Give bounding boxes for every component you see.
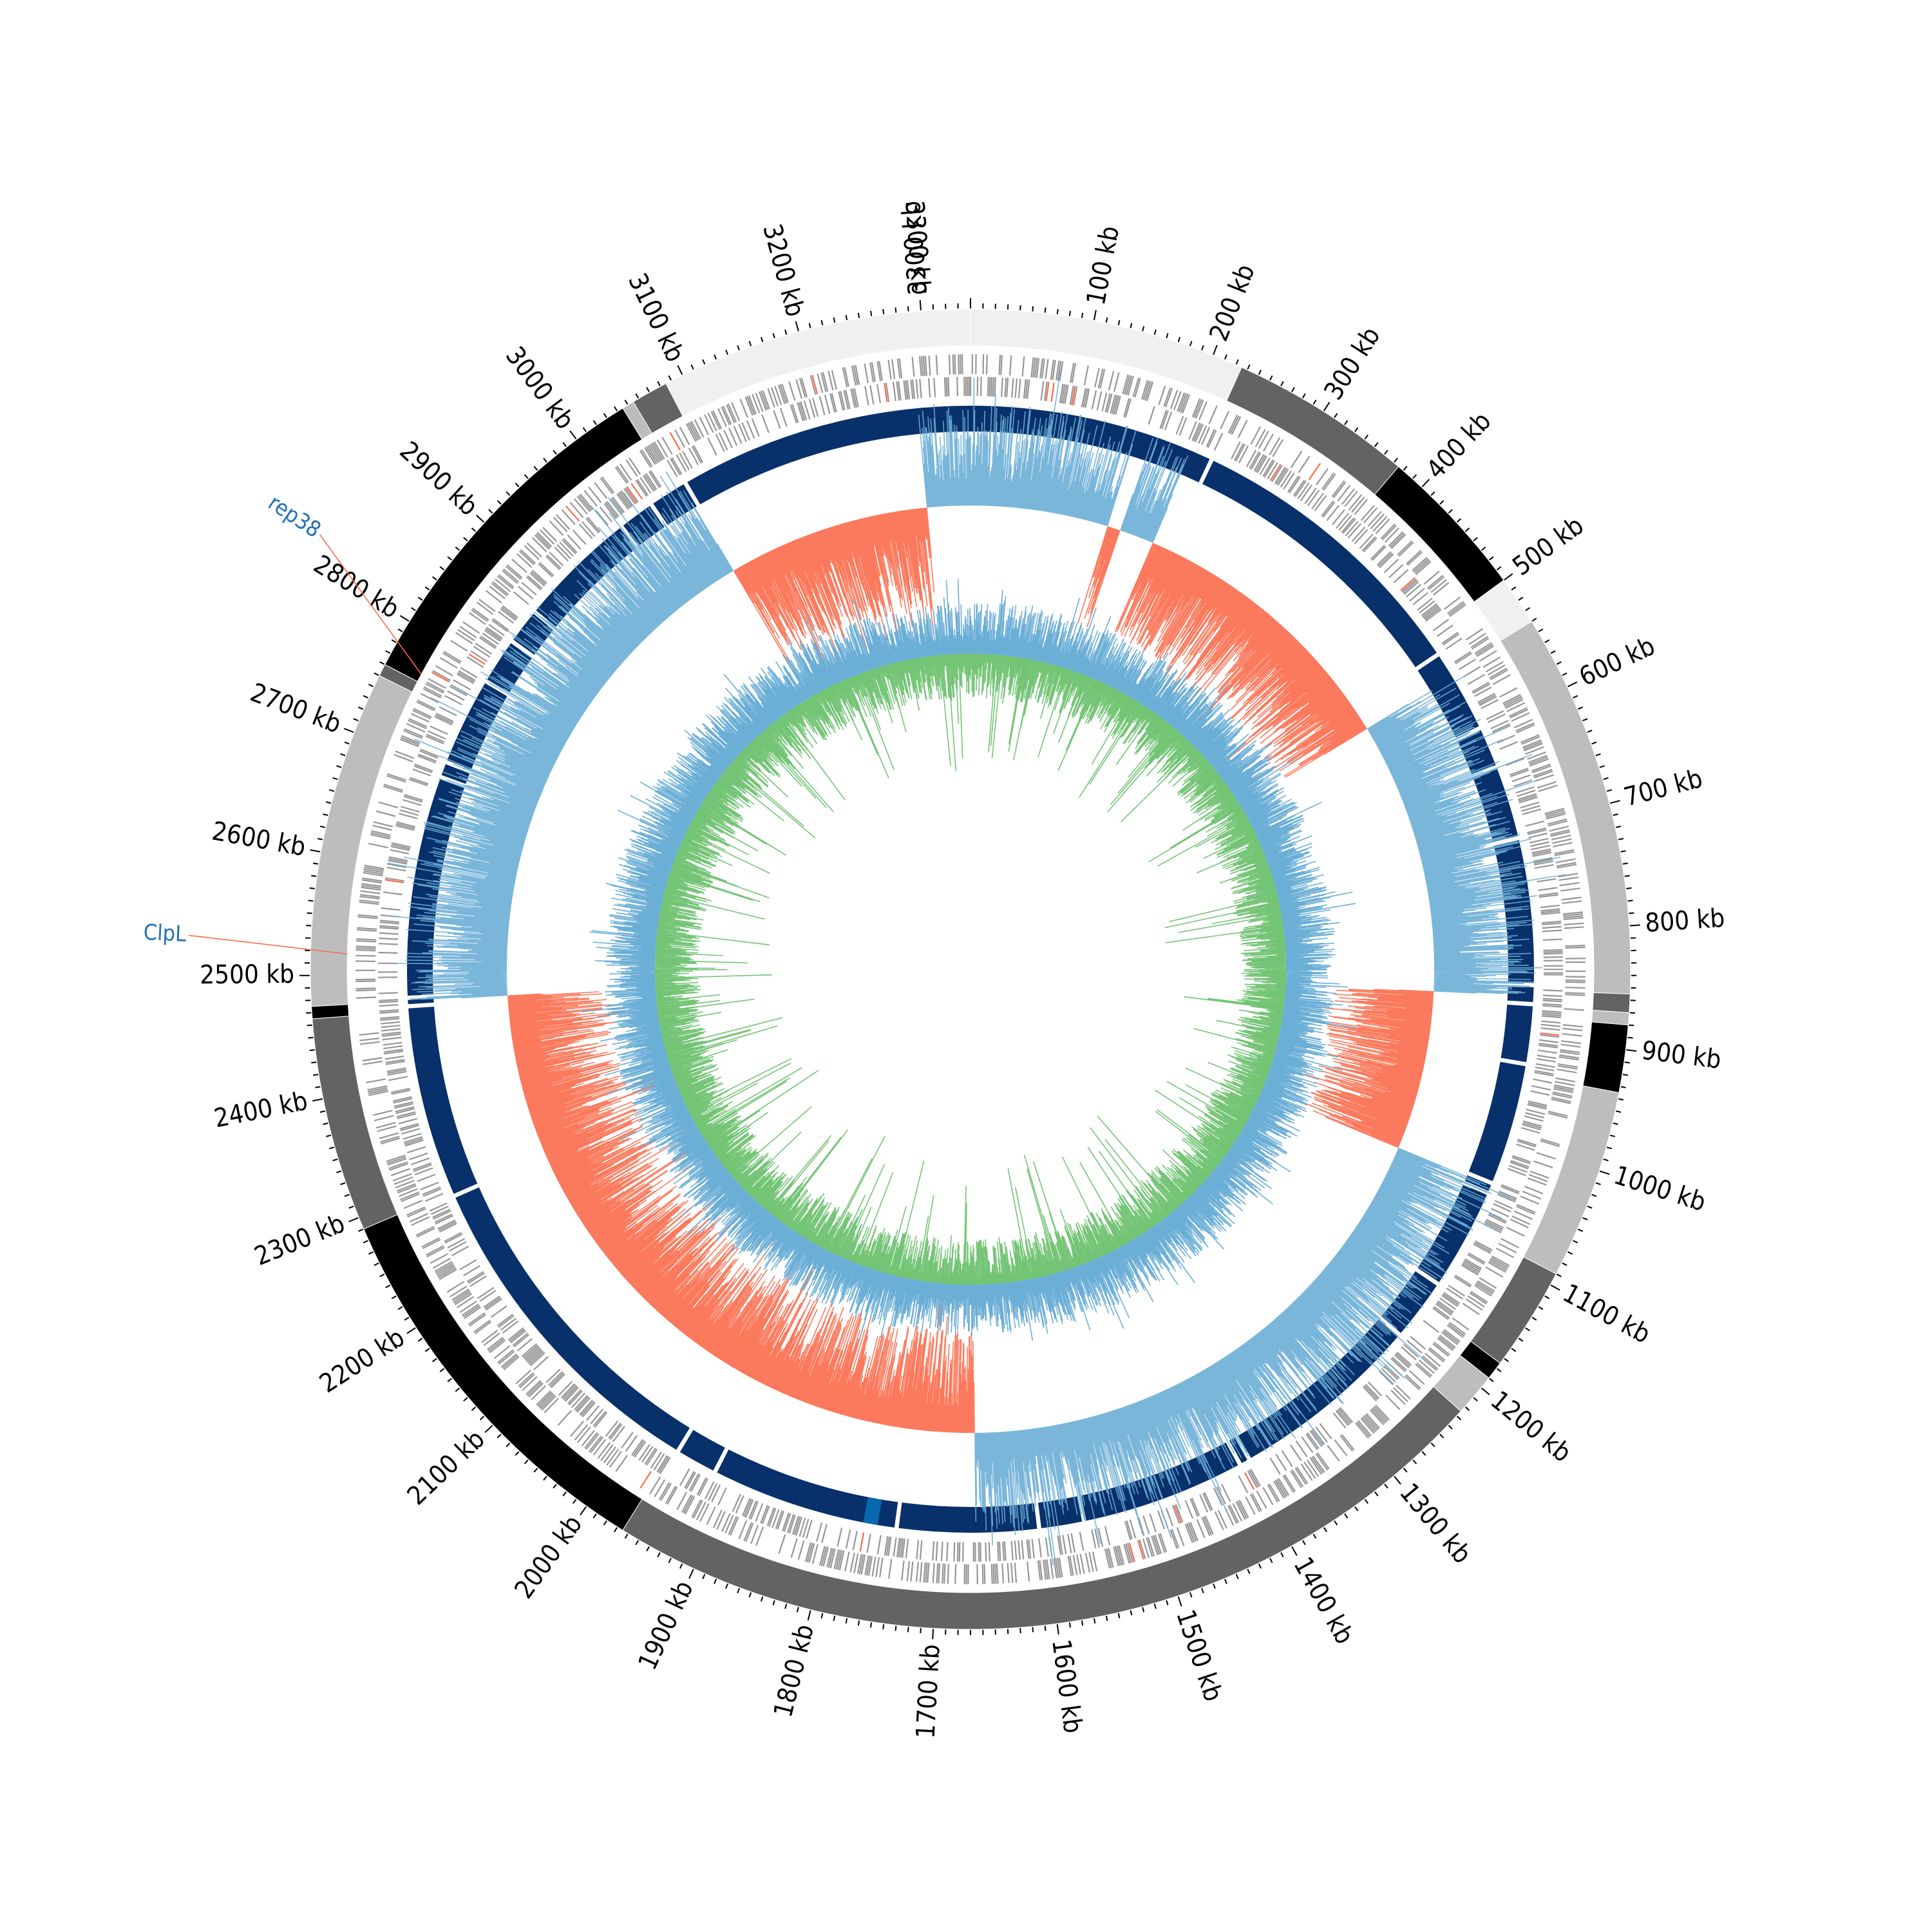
blast-hit-block	[717, 1449, 898, 1528]
tick-label: 1200 kb	[1485, 1385, 1577, 1468]
gene-marks	[355, 354, 1586, 1585]
contig-segment	[1582, 1021, 1629, 1094]
tick-label: 100 kb	[1081, 223, 1125, 307]
tick-label: 3000 kb	[500, 341, 580, 435]
contig-segment	[1523, 1085, 1620, 1274]
blast-hit-block	[1501, 1004, 1533, 1063]
tick-label: 700 kb	[1621, 764, 1705, 813]
contig-segment	[970, 308, 1242, 402]
tick-label: 300 kb	[1318, 322, 1386, 405]
callout-leader-line	[189, 934, 348, 955]
contig-segment	[632, 383, 683, 434]
tick-label: 600 kb	[1575, 631, 1660, 692]
tick-label: 1400 kb	[1287, 1552, 1359, 1649]
tick-label: 2800 kb	[308, 549, 404, 624]
tick-label: 1600 kb	[1046, 1638, 1088, 1735]
blast-hit-block	[1417, 656, 1479, 737]
tick-label: 2700 kb	[246, 677, 345, 739]
blast-hit-block	[898, 1502, 1037, 1533]
tick-label: 2300 kb	[251, 1209, 349, 1272]
tick-label: 2000 kb	[509, 1510, 589, 1604]
callout-label-clpl: ClpL	[143, 920, 187, 947]
tick-label: 1100 kb	[1558, 1278, 1655, 1350]
position-ticks	[299, 298, 1640, 1640]
blast-hit-block	[687, 406, 971, 505]
contig-segment	[311, 1004, 350, 1019]
highlighted-gene-marks	[377, 374, 1560, 1562]
tick-label: 1700 kb	[911, 1643, 946, 1739]
gc-content-track	[581, 579, 1358, 1341]
tick-label: 2400 kb	[212, 1086, 310, 1134]
contig-segment	[1592, 992, 1631, 1013]
blast-hit-block	[1507, 986, 1534, 1002]
blast-hit-block	[971, 406, 1210, 482]
tick-marks	[299, 298, 1640, 1640]
blast-hit-block	[1468, 1061, 1526, 1182]
gene-feature-track	[355, 354, 1586, 1585]
tick-label: 1900 kb	[632, 1577, 699, 1674]
tick-label: 2900 kb	[394, 436, 484, 522]
tick-label: 2200 kb	[314, 1323, 410, 1399]
blast-hit-block	[408, 998, 434, 1005]
contig-segment	[665, 308, 971, 417]
callout-leader-line	[319, 534, 422, 675]
blast-hit-block	[679, 1430, 725, 1471]
tick-label: 2500 kb	[200, 960, 294, 990]
tick-label: 3100 kb	[622, 269, 690, 366]
tick-label: 500 kb	[1508, 511, 1589, 582]
gc-skew-negative	[507, 507, 1434, 1434]
tick-label: 2100 kb	[402, 1425, 491, 1511]
tick-label: 400 kb	[1421, 406, 1497, 485]
contig-ring	[310, 308, 1631, 1630]
blast-hit-block-alt	[863, 1497, 882, 1526]
tick-label: 1000 kb	[1610, 1160, 1709, 1218]
blast-hit-block	[455, 1187, 690, 1450]
gc-content-below	[654, 653, 1287, 1285]
blast-hit-block	[1202, 460, 1437, 668]
blast-hit-block	[1457, 730, 1496, 775]
tick-label: 1800 kb	[768, 1622, 820, 1720]
gc-skew-track	[377, 370, 1566, 1566]
callout-label-rep38: rep38	[263, 490, 325, 544]
tick-label: 1500 kb	[1170, 1606, 1228, 1705]
tick-label: 200 kb	[1204, 260, 1261, 345]
tick-label: 900 kb	[1640, 1036, 1723, 1075]
blast-hit-block	[408, 1007, 478, 1194]
tick-label: 800 kb	[1644, 904, 1726, 938]
tick-label: 3300 kb	[899, 200, 936, 296]
blast-hit-block	[1473, 769, 1519, 842]
gc-content-above	[581, 579, 1358, 1341]
blast-hit-block	[447, 683, 507, 770]
gc-skew-positive	[377, 370, 1566, 1566]
tick-label: 3300 kb	[896, 200, 933, 296]
tick-label: 1300 kb	[1394, 1478, 1477, 1569]
tick-label: 2600 kb	[210, 817, 308, 862]
tick-label: 3200 kb	[757, 221, 810, 320]
contig-segment	[1470, 1256, 1557, 1364]
